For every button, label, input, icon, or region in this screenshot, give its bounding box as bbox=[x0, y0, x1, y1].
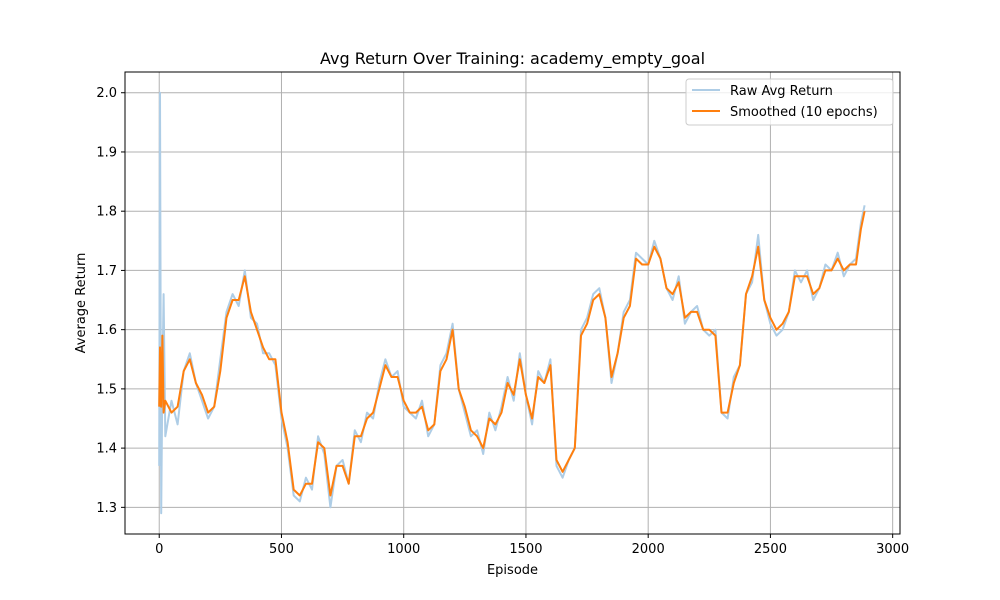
y-tick-label: 1.9 bbox=[96, 145, 117, 160]
y-tick-label: 1.5 bbox=[96, 382, 117, 397]
y-tick-label: 1.4 bbox=[96, 442, 117, 457]
legend: Raw Avg Return Smoothed (10 epochs) bbox=[685, 78, 894, 126]
x-axis-title: Episode bbox=[487, 563, 538, 578]
grid bbox=[125, 72, 900, 534]
x-tick-label: 500 bbox=[269, 542, 294, 557]
x-tick-label: 2500 bbox=[754, 542, 787, 557]
legend-label-raw: Raw Avg Return bbox=[730, 84, 833, 99]
y-tick-label: 1.8 bbox=[96, 205, 117, 220]
x-tick-label: 1000 bbox=[387, 542, 420, 557]
chart-title: Avg Return Over Training: academy_empty_… bbox=[320, 49, 705, 69]
x-tick-label: 1500 bbox=[509, 542, 542, 557]
legend-label-smoothed: Smoothed (10 epochs) bbox=[730, 105, 878, 120]
legend-box bbox=[685, 78, 894, 126]
y-tick-label: 1.7 bbox=[96, 264, 117, 279]
y-tick-label: 1.6 bbox=[96, 323, 117, 338]
plot-frame bbox=[124, 71, 901, 535]
ticks: 0 500 1000 1500 2000 2500 3000 1.3 1.4 1.5 1.6 1.7 1… bbox=[96, 86, 909, 557]
series-layer bbox=[158, 91, 866, 515]
x-tick-label: 0 bbox=[155, 542, 163, 557]
x-tick-label: 2000 bbox=[632, 542, 665, 557]
y-tick-label: 1.3 bbox=[96, 501, 117, 516]
series-smoothed-line bbox=[158, 210, 866, 497]
y-axis-title: Average Return bbox=[74, 253, 89, 354]
y-tick-label: 2.0 bbox=[96, 86, 117, 101]
x-tick-label: 3000 bbox=[876, 542, 909, 557]
